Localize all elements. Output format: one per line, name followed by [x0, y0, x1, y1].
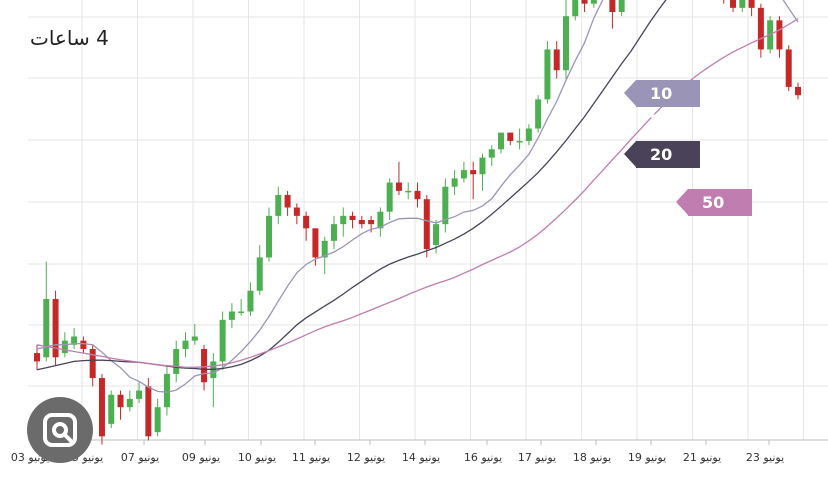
- candle-body: [730, 0, 737, 8]
- candle-body: [776, 20, 783, 50]
- candle-body: [377, 211, 384, 229]
- candle-body: [52, 299, 59, 358]
- candle-body: [266, 215, 273, 258]
- candle-body: [386, 182, 393, 212]
- candle-body: [757, 7, 764, 50]
- candle-body: [516, 140, 523, 143]
- candle-body: [405, 190, 412, 193]
- candle-body: [470, 170, 477, 175]
- candle-body: [739, 0, 746, 8]
- candle-body: [89, 348, 96, 379]
- candle-body: [544, 49, 551, 100]
- candle-body: [293, 207, 300, 216]
- candle-body: [126, 398, 133, 408]
- candle-body: [395, 182, 402, 191]
- candle-body: [154, 407, 161, 433]
- x-tick-label: 16 يونيو: [464, 451, 502, 464]
- ma10-label: 10 MA: [624, 80, 700, 130]
- candle-body: [312, 228, 319, 258]
- candle-body: [284, 195, 291, 208]
- ma50-label: 50 MA: [676, 189, 752, 239]
- ma-line-10: [36, 0, 799, 393]
- candle-body: [507, 132, 514, 141]
- candle-body: [442, 186, 449, 225]
- x-tick-label: 21 يونيو: [683, 451, 721, 464]
- candle-body: [488, 149, 495, 158]
- candle-body: [61, 340, 68, 354]
- x-tick-label: 10 يونيو: [238, 451, 276, 464]
- candle-body: [108, 394, 115, 424]
- candle-body: [71, 336, 78, 345]
- lens-icon[interactable]: [27, 397, 93, 463]
- candle-body: [535, 99, 542, 129]
- candle-body: [795, 86, 801, 96]
- x-tick-label: 14 يونيو: [402, 451, 440, 464]
- candle-body: [34, 353, 40, 362]
- candle-body: [238, 311, 245, 314]
- candle-body: [321, 240, 328, 258]
- x-tick-label: 12 يونيو: [347, 451, 385, 464]
- candle-body: [219, 319, 226, 362]
- x-tick-label: 18 يونيو: [573, 451, 611, 464]
- candle-body: [609, 0, 616, 12]
- candle-body: [340, 215, 347, 225]
- candle-body: [479, 157, 486, 175]
- candle-body: [358, 220, 365, 225]
- candle-body: [98, 378, 105, 437]
- candle-body: [136, 390, 143, 399]
- candle-body: [572, 0, 579, 17]
- candle-body: [553, 49, 560, 71]
- candle-body: [451, 178, 458, 187]
- candles: [34, 0, 801, 445]
- candle-body: [414, 190, 421, 200]
- candle-body: [748, 0, 755, 8]
- timeframe-label: 4 ساعات: [30, 26, 109, 50]
- x-tick-label: 23 يونيو: [746, 451, 784, 464]
- candle-body: [368, 220, 375, 225]
- candle-body: [191, 336, 198, 341]
- x-tick-label: 07 يونيو: [121, 451, 159, 464]
- candle-body: [618, 0, 625, 12]
- candle-body: [80, 340, 87, 349]
- x-tick-label: 19 يونيو: [628, 451, 666, 464]
- candle-body: [590, 0, 597, 4]
- candle-body: [145, 386, 152, 437]
- candle-body: [330, 224, 337, 241]
- candle-body: [498, 132, 505, 150]
- candle-body: [247, 290, 254, 312]
- candle-body: [303, 215, 310, 229]
- candle-body: [173, 348, 180, 374]
- candle-body: [117, 394, 124, 408]
- candle-body: [349, 215, 356, 220]
- candle-body: [433, 224, 440, 245]
- candle-body: [423, 199, 430, 250]
- candle-body: [43, 299, 50, 358]
- x-tick-label: 11 يونيو: [292, 451, 330, 464]
- candle-body: [163, 373, 170, 408]
- candle-body: [256, 257, 263, 291]
- ma20-label: 20 MA: [624, 141, 700, 191]
- candle-body: [525, 128, 532, 141]
- candle-body: [785, 49, 792, 87]
- candle-body: [562, 16, 569, 71]
- candle-body: [201, 348, 208, 383]
- candle-body: [460, 170, 467, 179]
- candle-body: [228, 311, 235, 320]
- candle-body: [182, 340, 189, 349]
- candle-body: [581, 0, 588, 4]
- candle-body: [275, 195, 282, 216]
- x-tick-label: 09 يونيو: [182, 451, 220, 464]
- x-tick-label: 17 يونيو: [518, 451, 556, 464]
